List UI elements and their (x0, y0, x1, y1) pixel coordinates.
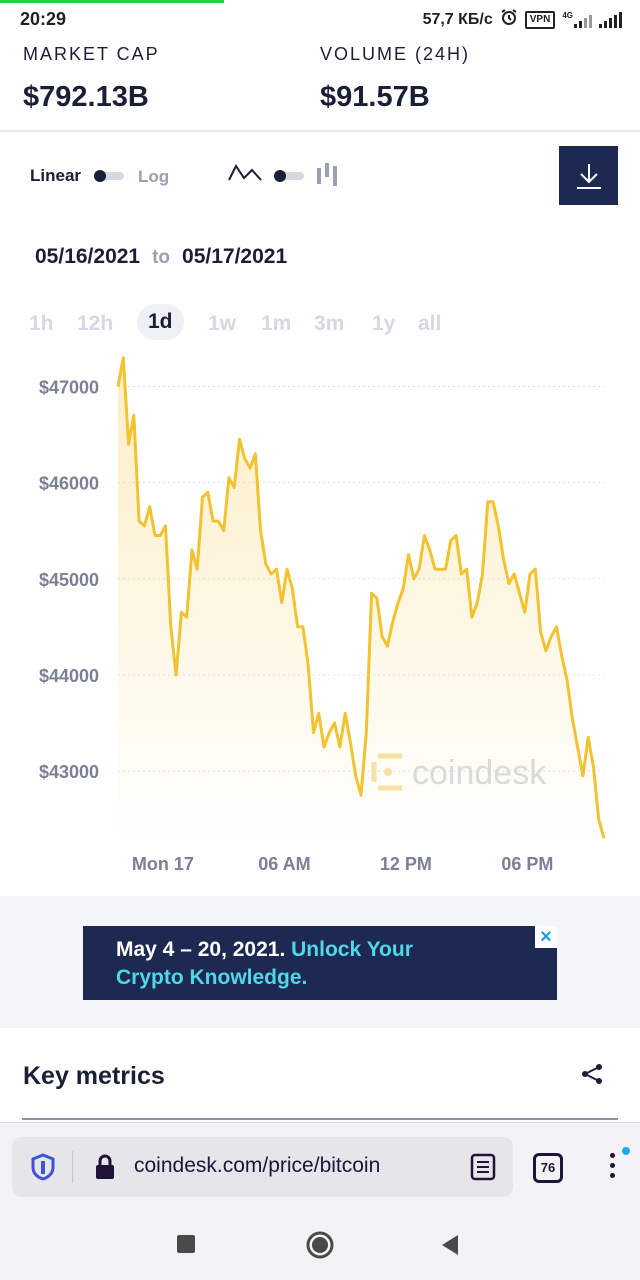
signal-4g-icon: 4G (562, 10, 592, 28)
lock-icon[interactable] (94, 1153, 116, 1186)
signal-icon (599, 11, 622, 28)
back-button[interactable] (440, 1234, 460, 1261)
tab-all[interactable]: all (418, 312, 442, 335)
date-range: 05/16/2021 to 05/17/2021 (35, 245, 287, 269)
price-area (118, 357, 604, 848)
linear-label[interactable]: Linear (30, 166, 82, 185)
address-bar[interactable]: coindesk.com/price/bitcoin (12, 1137, 513, 1197)
key-metrics-title: Key metrics (23, 1062, 165, 1090)
line-chart-icon[interactable] (228, 162, 262, 191)
y-axis-tick-label: $46000 (39, 474, 99, 494)
tab-12h[interactable]: 12h (77, 312, 114, 335)
tab-1h[interactable]: 1h (29, 312, 54, 335)
volume-label: VOLUME (24H) (320, 44, 471, 64)
chart-controls: Linear Log (0, 140, 640, 220)
x-axis-tick-label: 06 AM (258, 854, 310, 874)
browser-toolbar: coindesk.com/price/bitcoin 76 (0, 1122, 640, 1210)
y-axis-tick-label: $44000 (39, 666, 99, 686)
ad-banner[interactable]: May 4 – 20, 2021. Unlock Your Crypto Kno… (83, 926, 557, 1000)
home-button[interactable] (305, 1230, 335, 1265)
page-load-progress (0, 0, 224, 3)
x-axis-tick-label: 06 PM (501, 854, 553, 874)
date-from[interactable]: 05/16/2021 (35, 245, 141, 268)
date-to[interactable]: 05/17/2021 (182, 245, 288, 268)
y-axis-tick-label: $45000 (39, 570, 99, 590)
ad-cta: Unlock Your Crypto Knowledge. (116, 938, 413, 989)
share-icon[interactable] (580, 1062, 604, 1091)
recents-button[interactable] (176, 1234, 196, 1259)
status-bar: 20:29 57,7 КБ/с VPN 4G (0, 0, 640, 36)
ad-close-button[interactable]: × (535, 926, 557, 948)
y-axis-tick-label: $43000 (39, 762, 99, 782)
network-speed: 57,7 КБ/с (422, 10, 493, 28)
url-text[interactable]: coindesk.com/price/bitcoin (134, 1154, 381, 1177)
y-axis-tick-label: $47000 (39, 377, 99, 397)
candlestick-chart-icon[interactable] (316, 162, 338, 191)
browser-menu-icon[interactable] (604, 1151, 624, 1187)
status-time: 20:29 (20, 9, 67, 29)
price-chart-svg: coindesk $47000$46000$45000$44000$43000 … (39, 356, 606, 874)
tab-1y[interactable]: 1y (372, 312, 396, 335)
network-type: 4G (562, 10, 573, 20)
chart-type-toggle[interactable] (274, 170, 304, 182)
tab-1d[interactable]: 1d (137, 304, 184, 340)
status-icons: 57,7 КБ/с VPN 4G (423, 8, 622, 31)
market-cap: MARKET CAP $792.13B (23, 44, 160, 114)
tab-1m[interactable]: 1m (261, 312, 292, 335)
vpn-icon: VPN (524, 10, 556, 29)
price-line (116, 356, 606, 839)
tab-1w[interactable]: 1w (208, 312, 237, 335)
ad-section: May 4 – 20, 2021. Unlock Your Crypto Kno… (0, 896, 640, 1028)
ad-text: May 4 – 20, 2021. Unlock Your Crypto Kno… (116, 936, 476, 992)
download-icon (576, 163, 601, 189)
key-metrics-section: Key metrics (0, 1028, 640, 1128)
download-button[interactable] (559, 146, 618, 205)
scale-toggle[interactable] (94, 170, 124, 182)
x-axis-tick-label: Mon 17 (132, 854, 194, 874)
address-divider (72, 1151, 73, 1183)
tab-3m[interactable]: 3m (314, 312, 345, 335)
price-chart[interactable]: coindesk $47000$46000$45000$44000$43000 … (0, 348, 640, 888)
tracking-protection-shield-icon[interactable] (30, 1153, 56, 1186)
volume: VOLUME (24H) $91.57B (320, 44, 470, 114)
section-divider (22, 1118, 618, 1120)
market-stats: MARKET CAP $792.13B VOLUME (24H) $91.57B (0, 36, 640, 132)
alarm-icon (500, 8, 518, 31)
market-cap-label: MARKET CAP (23, 44, 160, 64)
menu-notification-dot (622, 1147, 630, 1155)
ad-date: May 4 – 20, 2021. (116, 938, 286, 961)
volume-value: $91.57B (320, 81, 430, 113)
time-range-tabs: 1h 12h 1d 1w 1m 3m 1y all (0, 300, 640, 344)
market-cap-value: $792.13B (23, 81, 149, 113)
reader-view-icon[interactable] (470, 1153, 496, 1186)
date-to-word: to (152, 247, 171, 268)
android-navigation-bar (0, 1210, 640, 1280)
tab-count-button[interactable]: 76 (533, 1153, 563, 1183)
log-label[interactable]: Log (138, 167, 170, 186)
x-axis-tick-label: 12 PM (380, 854, 432, 874)
